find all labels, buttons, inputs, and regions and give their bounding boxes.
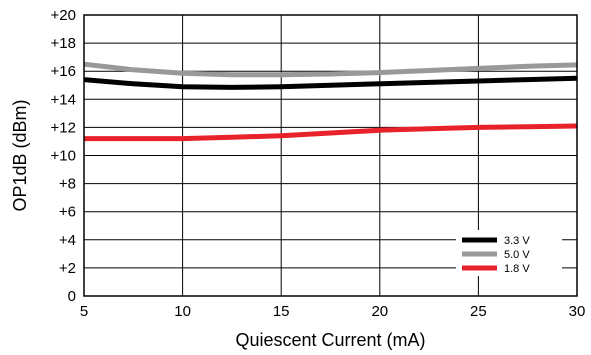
- series-lines: [83, 61, 578, 142]
- y-tick-label: +14: [51, 91, 76, 108]
- y-tick-labels: 0 +2 +4 +6 +8 +10 +12 +14 +16 +18 +20: [51, 7, 76, 305]
- y-tick-label: +20: [51, 7, 76, 24]
- x-tick-label: 30: [569, 303, 586, 320]
- series-line-2: [84, 123, 578, 142]
- y-tick-label: +12: [51, 119, 76, 136]
- y-tick-label: +6: [59, 204, 76, 221]
- series-line-1: [83, 61, 578, 78]
- x-tick-labels: 5 10 15 20 25 30: [80, 303, 586, 320]
- x-tick-label: 15: [273, 303, 290, 320]
- x-axis-label: Quiescent Current (mA): [235, 330, 425, 350]
- x-tick-label: 20: [371, 303, 388, 320]
- y-tick-label: +18: [51, 35, 76, 52]
- y-tick-label: 0: [68, 288, 76, 305]
- y-tick-label: +16: [51, 63, 76, 80]
- legend-label: 3.3 V: [504, 235, 530, 247]
- legend: 3.3 V 5.0 V 1.8 V: [456, 230, 562, 276]
- x-tick-label: 10: [174, 303, 191, 320]
- y-axis-label: OP1dB (dBm): [10, 99, 30, 211]
- legend-label: 5.0 V: [504, 249, 530, 261]
- x-tick-label: 5: [80, 303, 88, 320]
- plot-frame: [83, 14, 578, 297]
- legend-label: 1.8 V: [504, 263, 530, 275]
- y-tick-label: +4: [59, 232, 76, 249]
- y-tick-label: +8: [59, 176, 76, 193]
- y-tick-label: +2: [59, 260, 76, 277]
- series-line-0: [83, 75, 578, 90]
- y-tick-label: +10: [51, 148, 76, 165]
- x-tick-label: 25: [470, 303, 487, 320]
